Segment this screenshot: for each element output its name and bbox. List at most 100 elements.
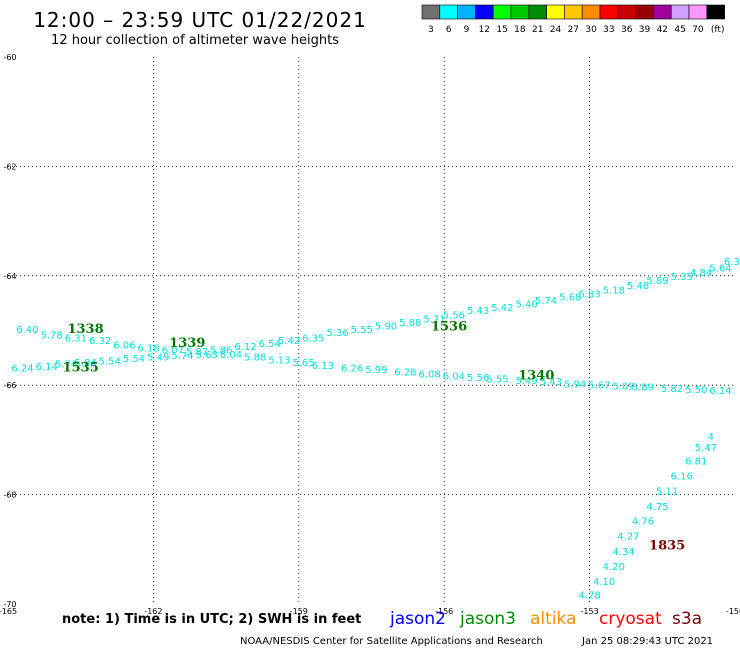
legend-label: 12	[479, 25, 490, 35]
color-scale-legend: 3 6 9 12 15 18 21 24 27 30 33 36 39 42 45 70 (ft)	[421, 4, 725, 35]
swh-value: 6.14	[36, 362, 58, 373]
footer-center: NOAA/NESDIS Center for Satellite Applica…	[240, 636, 543, 647]
swh-value: 4.10	[593, 577, 615, 588]
swh-value: 6.28	[394, 367, 416, 378]
swh-value: 5.83	[578, 290, 600, 301]
legend-label: 24	[550, 25, 562, 35]
pass-time-label: 1536	[431, 320, 467, 335]
lat-tick-label: -62	[3, 162, 16, 171]
lat-tick-label: -70	[3, 600, 16, 609]
legend-swatch	[475, 4, 494, 20]
swh-value: 5.42	[278, 336, 300, 347]
swh-value: 5.47	[695, 443, 717, 454]
swh-value: 6.06	[113, 341, 135, 352]
swh-value: 5.88	[399, 318, 421, 329]
page-title: 12:00 – 23:59 UTC 01/22/2021	[33, 8, 367, 32]
swh-value: 5.55	[486, 374, 508, 385]
legend-label: 18	[514, 25, 526, 35]
swh-value: 6.18	[137, 343, 159, 354]
swh-value: 5.54	[99, 356, 121, 367]
pass-time-label: 1835	[649, 538, 685, 553]
legend-swatch	[528, 4, 547, 20]
sat-altika: altika	[530, 609, 577, 629]
swh-value: 4.27	[617, 531, 639, 542]
legend-label: 70	[692, 25, 704, 35]
legend-label: 21	[532, 25, 543, 35]
swh-value: 5.94	[564, 379, 586, 390]
legend-swatch	[421, 4, 441, 20]
page-subtitle: 12 hour collection of altimeter wave hei…	[51, 33, 339, 48]
legend-swatch	[492, 4, 512, 20]
swh-value: 5.43	[467, 306, 489, 317]
swh-value: 5.36	[326, 328, 348, 339]
footer-timestamp: Jan 25 08:29:43 UTC 2021	[582, 636, 714, 647]
swh-value: 5.11	[656, 487, 678, 498]
swh-value: 5.67	[588, 380, 610, 391]
swh-value: 6.40	[16, 325, 38, 336]
lon-tick-label: -150	[726, 607, 740, 616]
lon-tick-label: -156	[435, 607, 453, 616]
lat-tick-label: -68	[3, 491, 16, 500]
legend-swatch	[581, 4, 601, 20]
legend-label: 33	[603, 25, 614, 35]
legend-swatch	[653, 4, 672, 20]
swh-value: 5.89	[632, 383, 654, 394]
swh-value: 5.65	[293, 358, 315, 369]
swh-value: 5.90	[375, 321, 397, 332]
swh-value: 5.56	[467, 373, 489, 384]
swh-value: 6.14	[709, 386, 731, 397]
legend-swatch	[546, 4, 565, 20]
swh-value: 6.13	[312, 361, 334, 372]
legend-label: 39	[639, 25, 651, 35]
swh-value: 4.20	[603, 562, 625, 573]
swh-value: 5.42	[491, 303, 513, 314]
swh-value: 6.04	[443, 372, 465, 383]
sat-s3a: s3a	[672, 609, 703, 629]
swh-value: 5.84	[74, 358, 96, 369]
swh-value: 5.09	[612, 382, 634, 393]
note-text: note: 1) Time is in UTC; 2) SWH is in fe…	[62, 612, 362, 627]
swh-value: 4	[708, 432, 714, 443]
swh-value: 5.35	[671, 272, 693, 283]
swh-value: 6.31	[65, 333, 87, 344]
swh-value: 5.89	[646, 276, 668, 287]
swh-value: 5.68	[559, 292, 581, 303]
swh-value: 6.26	[341, 364, 363, 375]
swh-value: 6.04	[220, 350, 242, 361]
legend-label: 27	[568, 25, 579, 35]
swh-value: 5.48	[627, 281, 649, 292]
swh-value: 6.35	[302, 333, 324, 344]
altimeter-tracks: 6.40 5.78 6.31 6.32 6.06 6.18 6.07 5.87 5.86 6.12…	[11, 257, 740, 602]
lon-tick-label: -159	[290, 607, 308, 616]
swh-value: 6.08	[419, 370, 441, 381]
legend-swatch	[617, 4, 636, 20]
pass-labels: 1338 1339 1535 1536 1340 1835	[63, 320, 686, 554]
lon-tick-label: -165	[0, 607, 17, 616]
swh-value: 4.75	[646, 502, 668, 513]
legend-label: 9	[464, 25, 470, 35]
legend-swatch	[706, 4, 725, 20]
swh-value: 5.40	[515, 300, 537, 311]
swh-value: 4.34	[612, 547, 634, 558]
legend-swatch	[564, 4, 583, 20]
swh-value: 5.55	[351, 325, 373, 336]
swh-value: 6.54	[259, 339, 281, 350]
swh-value: 5.88	[244, 353, 266, 364]
swh-value: 5.99	[365, 365, 387, 376]
swh-value: 5.78	[40, 331, 62, 342]
sat-jason3: jason3	[460, 609, 516, 629]
legend-label: 30	[585, 25, 597, 35]
legend-label: 36	[621, 25, 633, 35]
legend-label: 15	[496, 25, 507, 35]
legend-swatch	[635, 4, 654, 20]
swh-value: 6.81	[685, 457, 707, 468]
swh-value: 5.71	[423, 314, 445, 325]
legend-label: 3	[428, 25, 434, 35]
legend-label: 6	[446, 25, 452, 35]
swh-value: 5.54	[123, 354, 145, 365]
swh-value: 6.32	[89, 336, 111, 347]
pass-time-label: 1338	[67, 322, 103, 337]
swh-value: 4.78	[578, 591, 600, 602]
swh-value: 5.49	[147, 353, 169, 364]
